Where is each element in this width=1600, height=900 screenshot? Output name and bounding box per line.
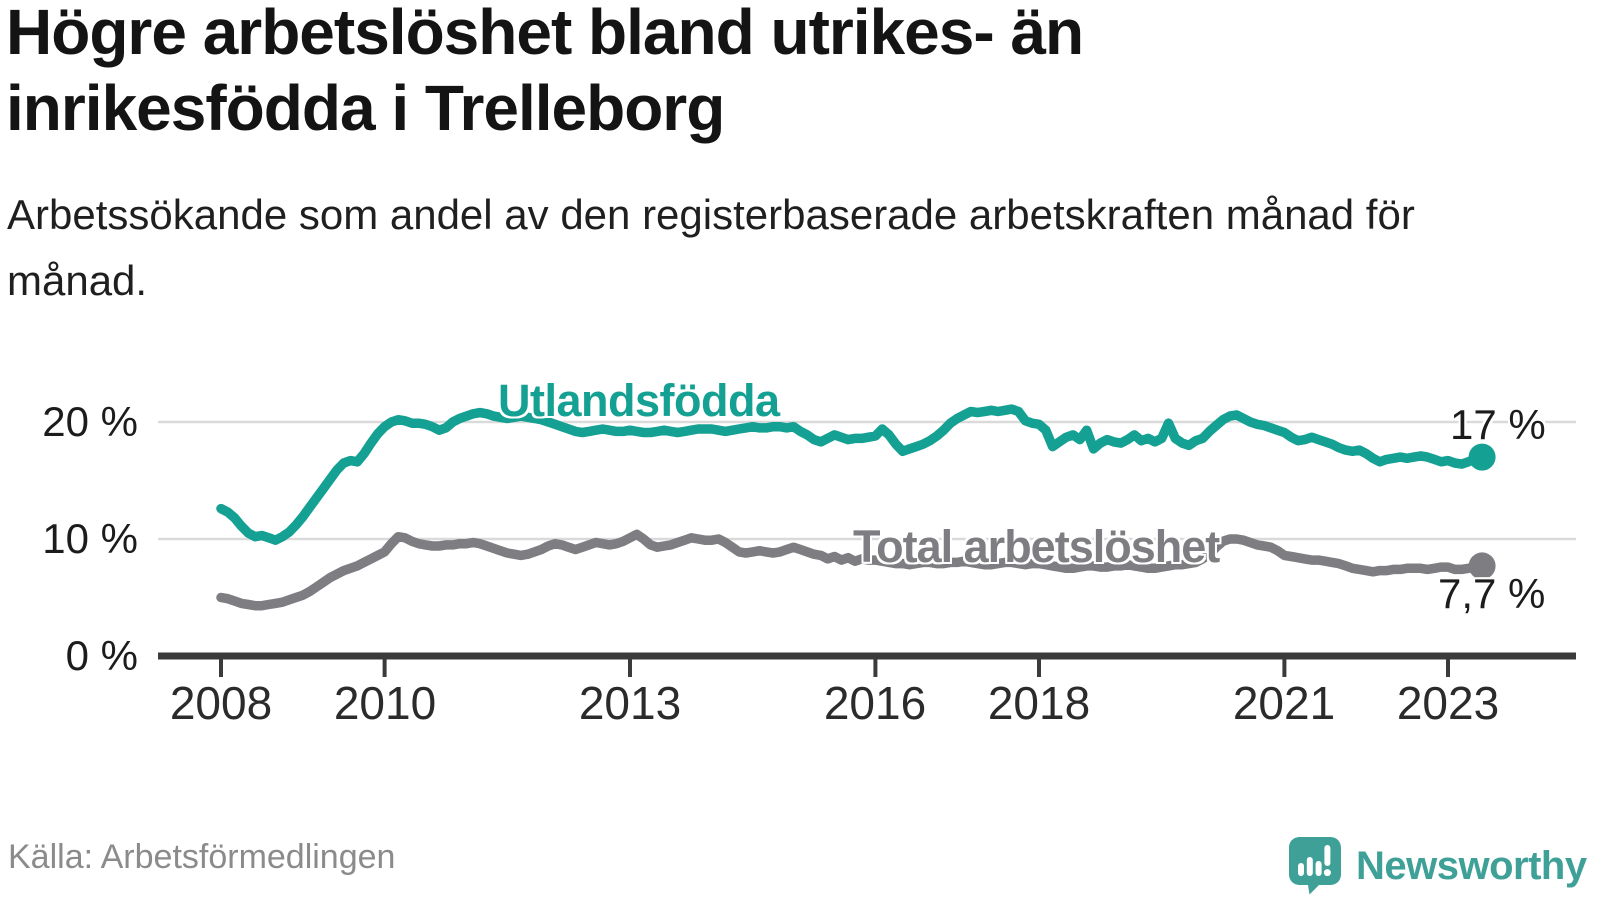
page-title: Högre arbetslöshet bland utrikes- än inr…: [6, 0, 1084, 144]
newsworthy-branding: Newsworthy: [1288, 836, 1587, 896]
newsworthy-logo-icon: [1288, 836, 1342, 896]
y-axis-tick-10: 10 %: [42, 515, 138, 562]
end-value-label-total: 7,7 %: [1438, 570, 1546, 617]
x-axis-tick-2021: 2021: [1232, 677, 1336, 729]
y-axis-tick-0: 0 %: [65, 632, 138, 679]
x-axis-tick-2016: 2016: [823, 677, 927, 729]
x-axis-tick-2008: 2008: [169, 677, 273, 729]
y-axis-tick-20: 20 %: [42, 398, 138, 445]
series-label-utlandsfodda: Utlandsfödda: [498, 375, 780, 426]
series-label-total-arbetsloshet: Total arbetslöshet: [853, 521, 1220, 572]
x-axis-tick-2010: 2010: [333, 677, 437, 729]
source-credit: Källa: Arbetsförmedlingen: [8, 838, 396, 876]
end-value-label-utlandsfodda: 17 %: [1450, 401, 1546, 448]
x-axis-tick-2013: 2013: [578, 677, 682, 729]
x-axis-tick-2023: 2023: [1396, 677, 1500, 729]
page-subtitle: Arbetssökande som andel av den registerb…: [7, 191, 1415, 304]
x-axis-tick-2018: 2018: [987, 677, 1091, 729]
newsworthy-wordmark: Newsworthy: [1356, 843, 1587, 888]
